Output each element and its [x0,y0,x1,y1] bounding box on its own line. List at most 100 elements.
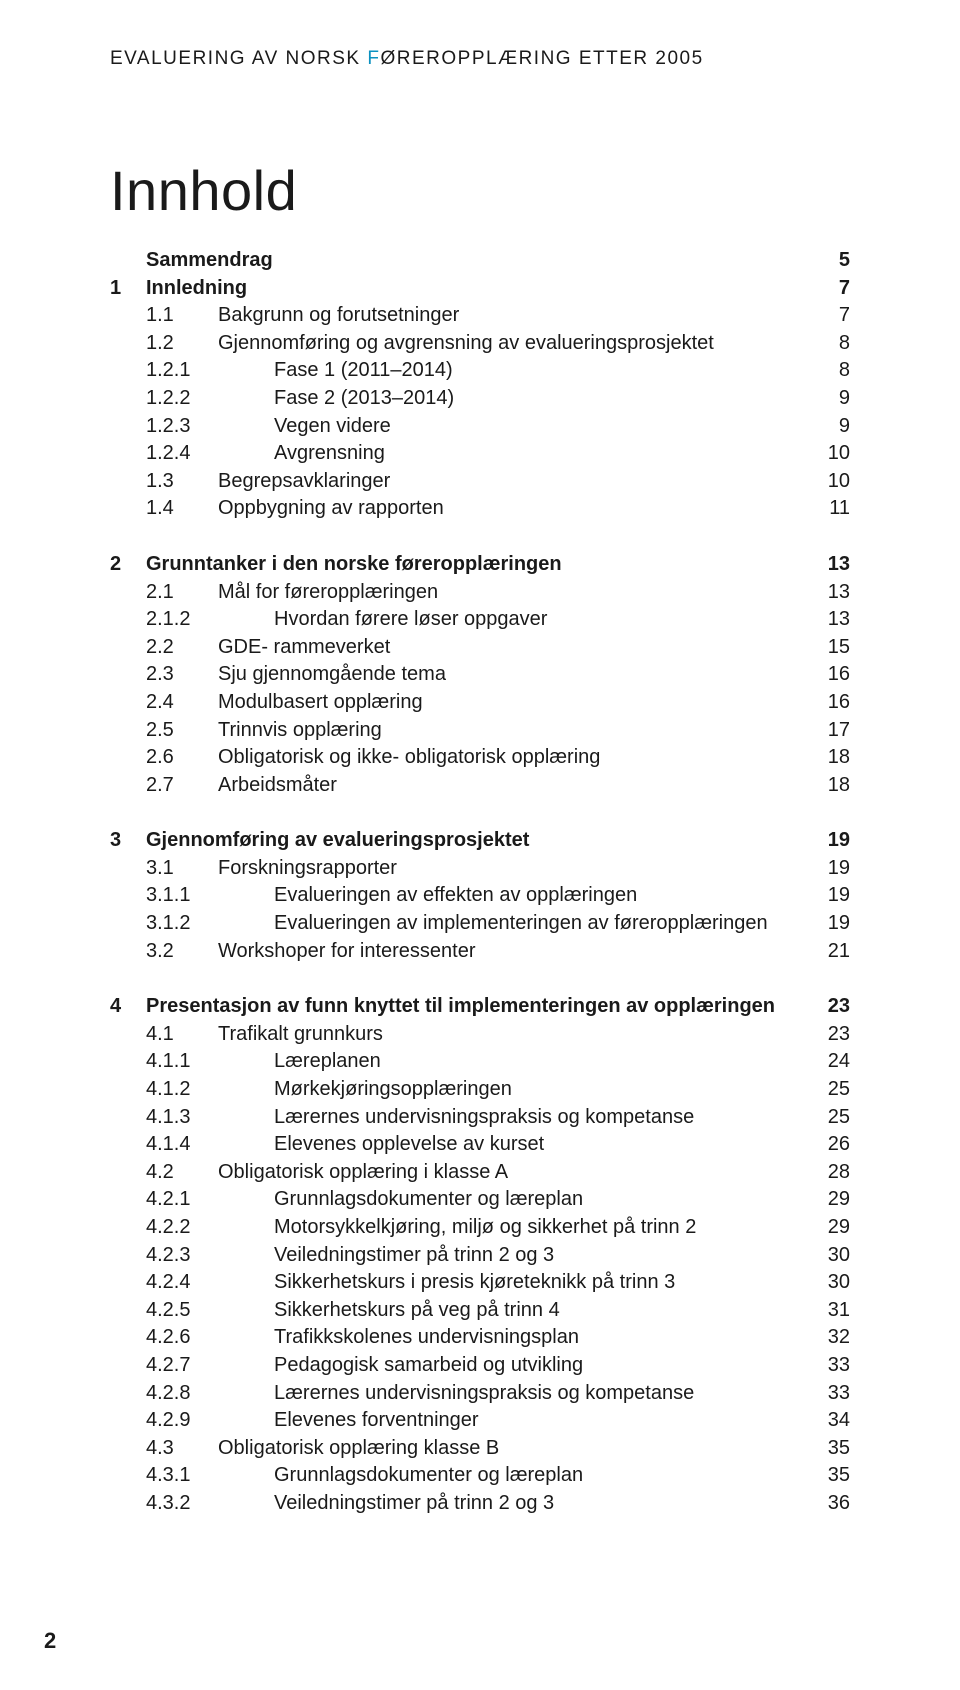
toc-number: 1.2.4 [146,440,274,468]
toc-page: 5 [802,247,850,275]
toc-number: 3.2 [146,938,218,966]
toc-page: 21 [802,938,850,966]
toc-label: Elevenes forventninger [274,1407,802,1435]
toc-page: 13 [802,551,850,579]
header-suffix: ØREROPPLÆRING ETTER 2005 [380,48,703,69]
toc-row: 2.1.2Hvordan førere løser oppgaver13 [110,606,850,634]
toc-number: 2.5 [146,717,218,745]
toc-label: Lærernes undervisningspraksis og kompeta… [274,1104,802,1132]
toc-page: 13 [802,579,850,607]
toc-label: Mål for føreropplæringen [218,579,802,607]
toc-number: 4.2.5 [146,1297,274,1325]
toc-row: 4.2.6Trafikkskolenes undervisningsplan32 [110,1324,850,1352]
toc-number: 3.1.2 [146,910,274,938]
toc-page: 8 [802,330,850,358]
toc-row: 3.1.1Evalueringen av effekten av opplæri… [110,882,850,910]
toc-label: Sammendrag [146,247,802,275]
toc-row: 1.2.2Fase 2 (2013–2014)9 [110,385,850,413]
toc-row: 4.2.2Motorsykkelkjøring, miljø og sikker… [110,1214,850,1242]
toc-label: Motorsykkelkjøring, miljø og sikkerhet p… [274,1214,802,1242]
toc-row: 2.6Obligatorisk og ikke- obligatorisk op… [110,744,850,772]
page-title: Innhold [110,158,850,223]
toc-page: 17 [802,717,850,745]
toc-number: 1.2.3 [146,413,274,441]
toc-label: Pedagogisk samarbeid og utvikling [274,1352,802,1380]
toc-number: 4.1.4 [146,1131,274,1159]
toc-gap [110,965,850,993]
toc-page: 11 [802,495,850,523]
toc-label: Obligatorisk opplæring i klasse A [218,1159,802,1187]
toc-label: Elevenes opplevelse av kurset [274,1131,802,1159]
toc-row: 4.1Trafikalt grunnkurs23 [110,1021,850,1049]
toc-row: 4.2.7Pedagogisk samarbeid og utvikling33 [110,1352,850,1380]
toc-page: 19 [802,882,850,910]
toc-number: 1.2 [146,330,218,358]
toc-page: 25 [802,1104,850,1132]
toc-label: Gjennomføring og avgrensning av evalueri… [218,330,802,358]
toc-number: 3.1 [146,855,218,883]
toc-label: Sikkerhetskurs i presis kjøreteknikk på … [274,1269,802,1297]
toc-row: 4.2.8Lærernes undervisningspraksis og ko… [110,1380,850,1408]
toc-page: 23 [802,993,850,1021]
toc-page: 34 [802,1407,850,1435]
toc-label: Forskningsrapporter [218,855,802,883]
toc-row: 2.5Trinnvis opplæring17 [110,717,850,745]
toc-row: 4.2.4Sikkerhetskurs i presis kjøreteknik… [110,1269,850,1297]
toc-number: 1.2.2 [146,385,274,413]
toc-page: 35 [802,1462,850,1490]
toc-page: 29 [802,1214,850,1242]
toc-number: 1.2.1 [146,357,274,385]
toc-label: Avgrensning [274,440,802,468]
toc-row: 1.2.4Avgrensning10 [110,440,850,468]
toc-label: Mørkekjøringsopplæringen [274,1076,802,1104]
toc-page: 16 [802,689,850,717]
toc-label: Begrepsavklaringer [218,468,802,496]
toc-row: 4.1.2Mørkekjøringsopplæringen25 [110,1076,850,1104]
toc-page: 30 [802,1242,850,1270]
toc-row: 4Presentasjon av funn knyttet til implem… [110,993,850,1021]
table-of-contents: Sammendrag51Innledning71.1Bakgrunn og fo… [110,247,850,1518]
toc-page: 7 [802,275,850,303]
toc-page: 36 [802,1490,850,1518]
toc-label: Arbeidsmåter [218,772,802,800]
toc-label: Bakgrunn og forutsetninger [218,302,802,330]
toc-row: 1.3Begrepsavklaringer10 [110,468,850,496]
toc-label: Modulbasert opplæring [218,689,802,717]
toc-number: 4.1.1 [146,1048,274,1076]
toc-number: 4.1.2 [146,1076,274,1104]
toc-page: 16 [802,661,850,689]
toc-page: 10 [802,440,850,468]
toc-number: 2.4 [146,689,218,717]
toc-label: Presentasjon av funn knyttet til impleme… [146,993,802,1021]
toc-number: 1.3 [146,468,218,496]
toc-number: 4.2.7 [146,1352,274,1380]
toc-row: 4.2.5Sikkerhetskurs på veg på trinn 431 [110,1297,850,1325]
toc-number: 3.1.1 [146,882,274,910]
page: EVALUERING AV NORSK FØREROPPLÆRING ETTER… [0,0,960,1690]
toc-label: Sju gjennomgående tema [218,661,802,689]
toc-row: 1Innledning7 [110,275,850,303]
toc-row: 2.1Mål for føreropplæringen13 [110,579,850,607]
toc-row: 1.4Oppbygning av rapporten11 [110,495,850,523]
toc-label: Trafikkskolenes undervisningsplan [274,1324,802,1352]
toc-number: 4.2.4 [146,1269,274,1297]
toc-number: 4.2.6 [146,1324,274,1352]
toc-number: 2.1 [146,579,218,607]
toc-page: 19 [802,827,850,855]
toc-label: Oppbygning av rapporten [218,495,802,523]
toc-number: 1 [110,275,146,303]
toc-label: Veiledningstimer på trinn 2 og 3 [274,1490,802,1518]
toc-number: 4.2 [146,1159,218,1187]
toc-number: 4.1 [146,1021,218,1049]
toc-label: Læreplanen [274,1048,802,1076]
toc-page: 9 [802,413,850,441]
toc-page: 33 [802,1352,850,1380]
toc-label: Trafikalt grunnkurs [218,1021,802,1049]
toc-row: 1.2.3Vegen videre9 [110,413,850,441]
toc-page: 8 [802,357,850,385]
toc-row: 4.2.3Veiledningstimer på trinn 2 og 330 [110,1242,850,1270]
toc-row: 4.3.1Grunnlagsdokumenter og læreplan35 [110,1462,850,1490]
toc-page: 18 [802,744,850,772]
toc-page: 10 [802,468,850,496]
toc-label: Fase 2 (2013–2014) [274,385,802,413]
